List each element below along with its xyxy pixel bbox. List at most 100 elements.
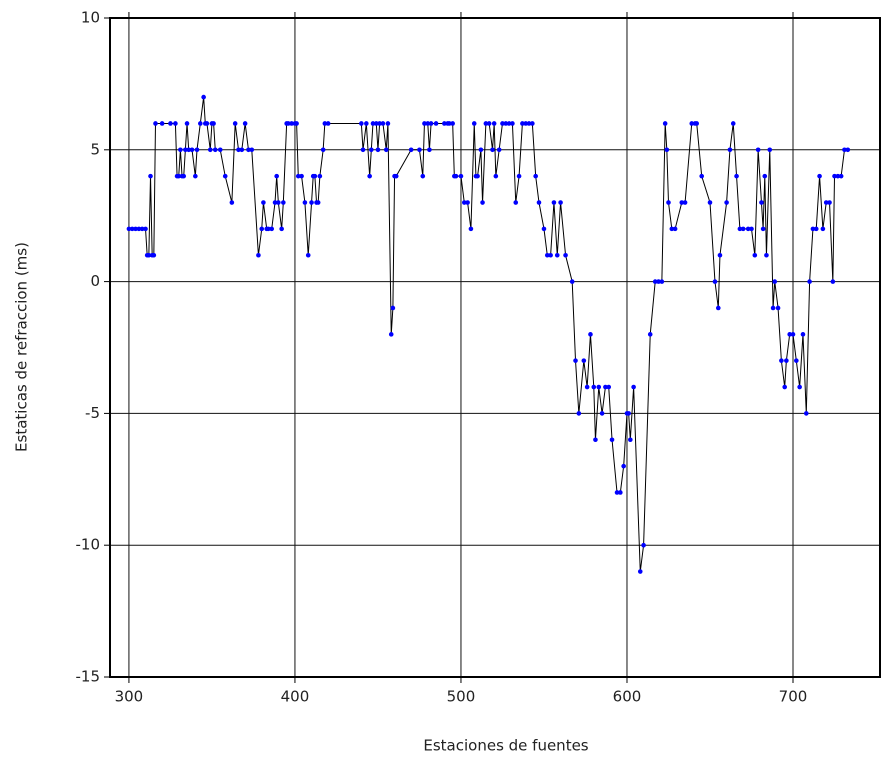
data-point — [286, 121, 291, 126]
data-point — [232, 121, 238, 126]
data-point — [573, 358, 578, 363]
data-point — [827, 200, 832, 205]
data-point — [526, 121, 532, 126]
data-point — [173, 121, 178, 126]
data-point — [269, 226, 275, 232]
data-point — [305, 252, 311, 258]
data-point — [606, 384, 612, 390]
data-point — [712, 279, 718, 284]
data-point — [289, 121, 294, 126]
data-point — [752, 252, 758, 258]
data-point — [375, 147, 381, 153]
data-point — [427, 147, 432, 153]
data-point — [315, 200, 321, 205]
data-point — [320, 147, 326, 153]
data-point — [782, 384, 788, 390]
data-point — [669, 226, 675, 232]
data-point — [422, 121, 427, 126]
data-point — [779, 358, 784, 363]
data-point — [364, 121, 369, 126]
data-point — [193, 173, 198, 179]
data-point — [666, 200, 671, 205]
data-point — [370, 121, 376, 126]
x-tick-label: 600 — [613, 688, 642, 706]
data-point — [647, 332, 653, 337]
data-point — [136, 226, 142, 232]
data-point — [842, 147, 847, 153]
data-point — [176, 173, 182, 179]
data-point — [682, 200, 688, 205]
data-point — [641, 542, 646, 548]
data-point — [181, 173, 187, 179]
data-point — [453, 173, 459, 179]
data-point — [672, 226, 678, 232]
data-point — [201, 94, 206, 100]
data-point — [813, 226, 819, 232]
data-point — [772, 279, 778, 284]
data-point — [359, 121, 364, 126]
data-point — [468, 226, 474, 232]
data-point — [388, 332, 394, 337]
data-point — [510, 121, 515, 126]
data-point — [380, 121, 386, 126]
data-point — [626, 411, 631, 416]
data-point — [281, 200, 286, 205]
data-point — [312, 173, 318, 179]
data-point — [694, 121, 700, 126]
data-point — [294, 121, 299, 126]
data-point — [159, 121, 165, 126]
data-point — [189, 147, 195, 153]
data-point — [832, 173, 837, 179]
data-point — [242, 121, 248, 126]
data-point — [784, 358, 789, 363]
data-point — [503, 121, 509, 126]
data-point — [745, 226, 751, 232]
data-point — [618, 490, 623, 495]
data-point — [500, 121, 505, 126]
x-axis-label: Estaciones de fuentes — [423, 737, 588, 755]
data-point — [581, 358, 587, 363]
y-axis-label: Estaticas de refraccion (ms) — [13, 242, 31, 452]
data-point — [734, 173, 739, 179]
data-point — [569, 279, 575, 284]
data-point — [707, 200, 713, 205]
data-point — [126, 226, 132, 232]
data-point — [276, 200, 281, 205]
data-point — [596, 384, 602, 390]
data-point — [461, 200, 467, 205]
data-point — [153, 121, 158, 126]
data-point — [146, 252, 152, 258]
data-point — [523, 121, 529, 126]
data-point — [664, 147, 670, 153]
data-point — [168, 121, 173, 126]
data-point — [656, 279, 661, 284]
data-point — [593, 437, 598, 443]
data-point — [628, 437, 633, 443]
data-point — [621, 463, 626, 469]
data-point — [493, 173, 499, 179]
data-point — [373, 121, 379, 126]
y-tick-label: -15 — [76, 668, 101, 686]
data-point — [266, 226, 271, 232]
data-point — [541, 226, 547, 232]
y-tick-label: 10 — [81, 9, 100, 27]
data-point — [322, 121, 328, 126]
data-point — [420, 173, 426, 179]
data-point — [730, 121, 736, 126]
data-point — [794, 358, 799, 363]
data-point — [425, 121, 431, 126]
x-tick-label: 500 — [447, 688, 476, 706]
data-point — [239, 147, 245, 153]
data-point — [256, 252, 261, 258]
x-tick-label: 300 — [115, 688, 144, 706]
data-point — [450, 121, 455, 126]
data-point — [800, 332, 806, 337]
data-point — [548, 252, 553, 258]
data-point — [689, 121, 695, 126]
data-point — [727, 147, 733, 153]
data-point — [367, 173, 372, 179]
data-point — [212, 147, 218, 153]
data-point — [533, 173, 538, 179]
data-point — [544, 252, 550, 258]
data-point — [369, 147, 374, 153]
